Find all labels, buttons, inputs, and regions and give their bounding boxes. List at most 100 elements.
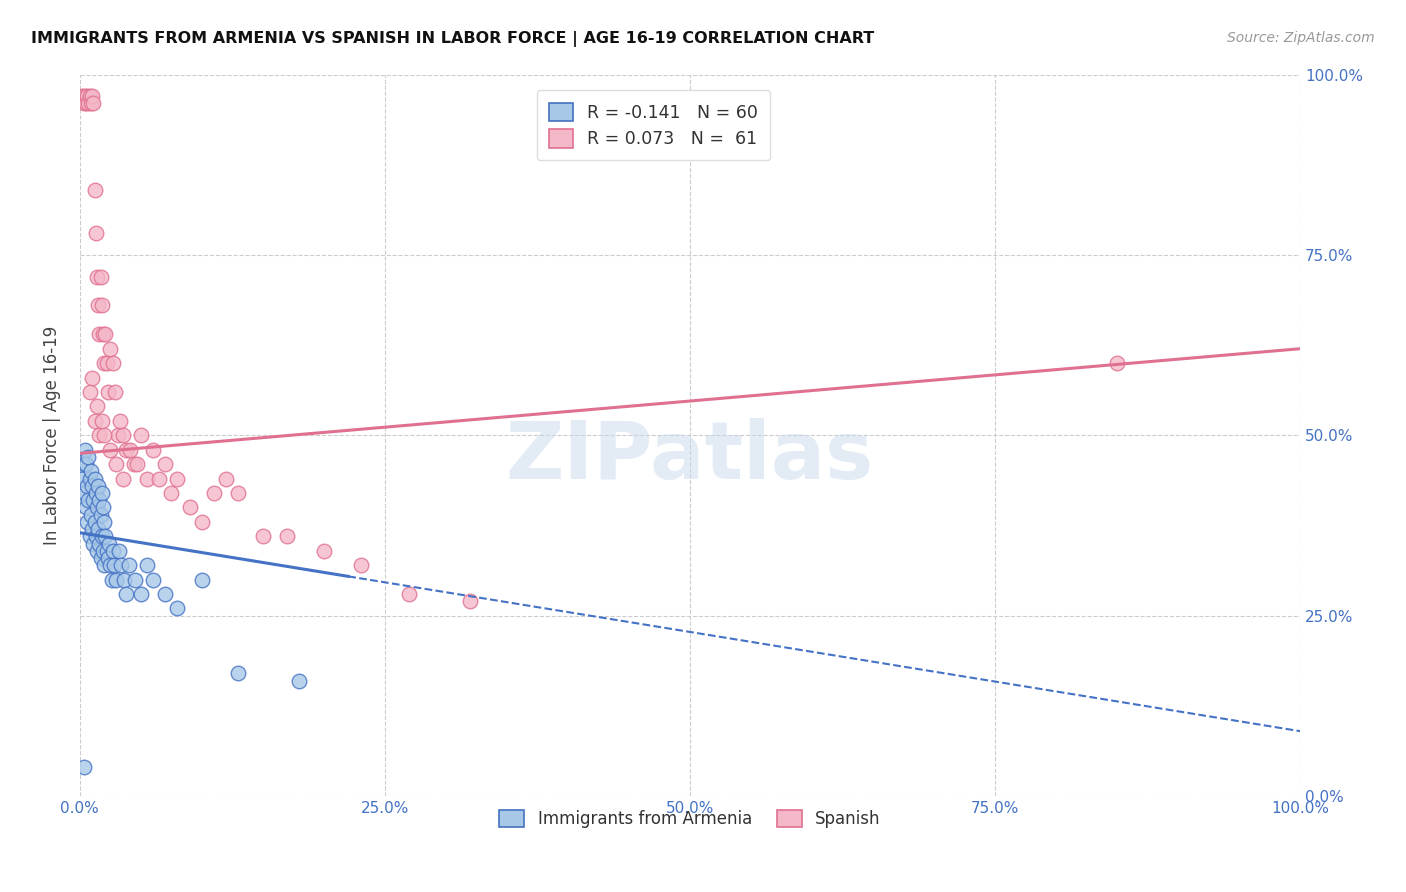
Point (252, 529, 274, 543)
Point (91, 500, 114, 515)
Point (72, 96, 94, 111)
Point (101, 543, 124, 558)
Point (76, 515, 98, 529)
Point (90, 486, 112, 500)
Point (90, 269, 112, 284)
Point (72, 457, 94, 471)
Point (80, 89, 103, 103)
Point (136, 558, 159, 573)
Point (79, 384, 101, 399)
Point (87, 298, 110, 312)
Point (82, 536, 104, 550)
Point (276, 529, 298, 543)
Point (129, 587, 152, 601)
Point (166, 601, 188, 615)
Point (90, 529, 112, 543)
Point (83, 414, 105, 428)
Point (84, 529, 107, 543)
Point (129, 428, 152, 442)
Point (148, 472, 170, 486)
Point (108, 543, 131, 558)
Point (166, 472, 188, 486)
Point (72, 472, 94, 486)
Point (115, 587, 138, 601)
Point (110, 558, 132, 573)
Point (80, 370, 103, 384)
Point (83, 515, 105, 529)
Point (1105, 356, 1128, 370)
Point (191, 573, 214, 587)
Point (82, 96, 104, 111)
Point (179, 500, 201, 515)
Point (118, 558, 141, 573)
Point (77, 493, 100, 508)
Point (90, 414, 112, 428)
Point (82, 493, 104, 508)
Point (118, 442, 141, 457)
Text: Source: ZipAtlas.com: Source: ZipAtlas.com (1227, 31, 1375, 45)
Point (191, 515, 214, 529)
Point (80, 479, 103, 493)
Point (104, 384, 127, 399)
Point (83, 472, 105, 486)
Point (76, 479, 98, 493)
Point (97, 384, 120, 399)
Point (86, 543, 108, 558)
Text: ZIPatlas: ZIPatlas (506, 418, 875, 496)
Point (228, 666, 250, 681)
Point (86, 269, 108, 284)
Point (115, 442, 138, 457)
Point (160, 486, 183, 500)
Point (73, 89, 96, 103)
Point (105, 573, 128, 587)
Point (72, 760, 94, 774)
Point (75, 96, 97, 111)
Point (108, 414, 131, 428)
Point (155, 457, 177, 471)
Point (77, 96, 100, 111)
Point (73, 442, 96, 457)
Point (77, 450, 100, 464)
Point (86, 400, 108, 414)
Point (79, 472, 101, 486)
Point (142, 573, 165, 587)
Point (94, 529, 117, 543)
Point (89, 536, 111, 550)
Point (90, 298, 112, 312)
Point (101, 356, 124, 370)
Point (80, 508, 103, 522)
Point (84, 227, 107, 241)
Point (111, 472, 134, 486)
Y-axis label: In Labor Force | Age 16-19: In Labor Force | Age 16-19 (44, 326, 60, 545)
Point (288, 673, 311, 688)
Point (79, 529, 101, 543)
Point (91, 327, 114, 342)
Point (75, 457, 97, 471)
Point (215, 472, 238, 486)
Point (155, 587, 177, 601)
Point (460, 594, 482, 608)
Point (136, 472, 159, 486)
Point (103, 558, 125, 573)
Point (80, 464, 103, 478)
Point (100, 342, 122, 356)
Point (202, 486, 225, 500)
Point (100, 573, 122, 587)
Point (93, 558, 115, 573)
Point (80, 96, 103, 111)
Point (100, 558, 122, 573)
Point (93, 356, 115, 370)
Point (89, 428, 111, 442)
Point (97, 551, 120, 566)
Point (79, 89, 101, 103)
Point (112, 573, 135, 587)
Point (89, 327, 111, 342)
Point (349, 558, 371, 573)
Point (91, 543, 114, 558)
Point (93, 515, 115, 529)
Point (89, 493, 111, 508)
Point (312, 543, 335, 558)
Point (127, 457, 149, 471)
Point (87, 522, 110, 536)
Point (90, 551, 112, 566)
